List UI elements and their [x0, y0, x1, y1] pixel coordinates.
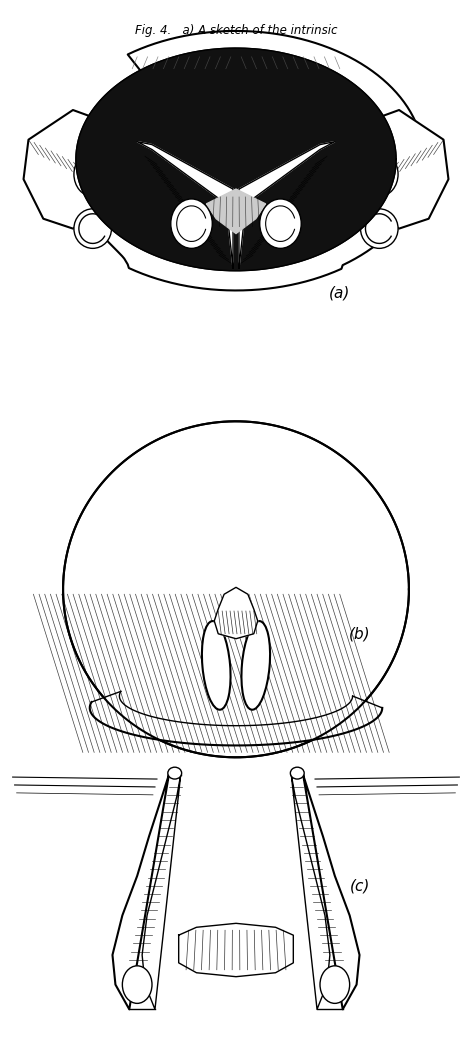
Polygon shape: [340, 110, 448, 228]
Polygon shape: [73, 31, 424, 291]
Ellipse shape: [74, 152, 111, 196]
Polygon shape: [90, 691, 382, 746]
Polygon shape: [76, 48, 396, 271]
Ellipse shape: [74, 209, 111, 249]
Polygon shape: [214, 587, 258, 638]
Ellipse shape: [361, 209, 398, 249]
Ellipse shape: [202, 621, 230, 709]
Polygon shape: [24, 110, 132, 228]
Polygon shape: [179, 923, 293, 977]
Ellipse shape: [242, 621, 270, 709]
Ellipse shape: [260, 199, 301, 249]
Polygon shape: [137, 141, 233, 268]
Text: (c): (c): [349, 878, 370, 893]
Ellipse shape: [171, 199, 212, 249]
Text: (b): (b): [349, 627, 371, 641]
Ellipse shape: [320, 965, 350, 1004]
Ellipse shape: [122, 965, 152, 1004]
Polygon shape: [291, 775, 360, 1009]
Polygon shape: [63, 422, 409, 757]
Ellipse shape: [361, 152, 398, 196]
Text: Fig. 4.   a) A sketch of the intrinsic: Fig. 4. a) A sketch of the intrinsic: [135, 24, 337, 37]
Polygon shape: [112, 775, 181, 1009]
Ellipse shape: [168, 767, 182, 780]
Ellipse shape: [290, 767, 304, 780]
Polygon shape: [206, 189, 266, 234]
Text: (a): (a): [329, 286, 350, 301]
Polygon shape: [239, 141, 335, 268]
